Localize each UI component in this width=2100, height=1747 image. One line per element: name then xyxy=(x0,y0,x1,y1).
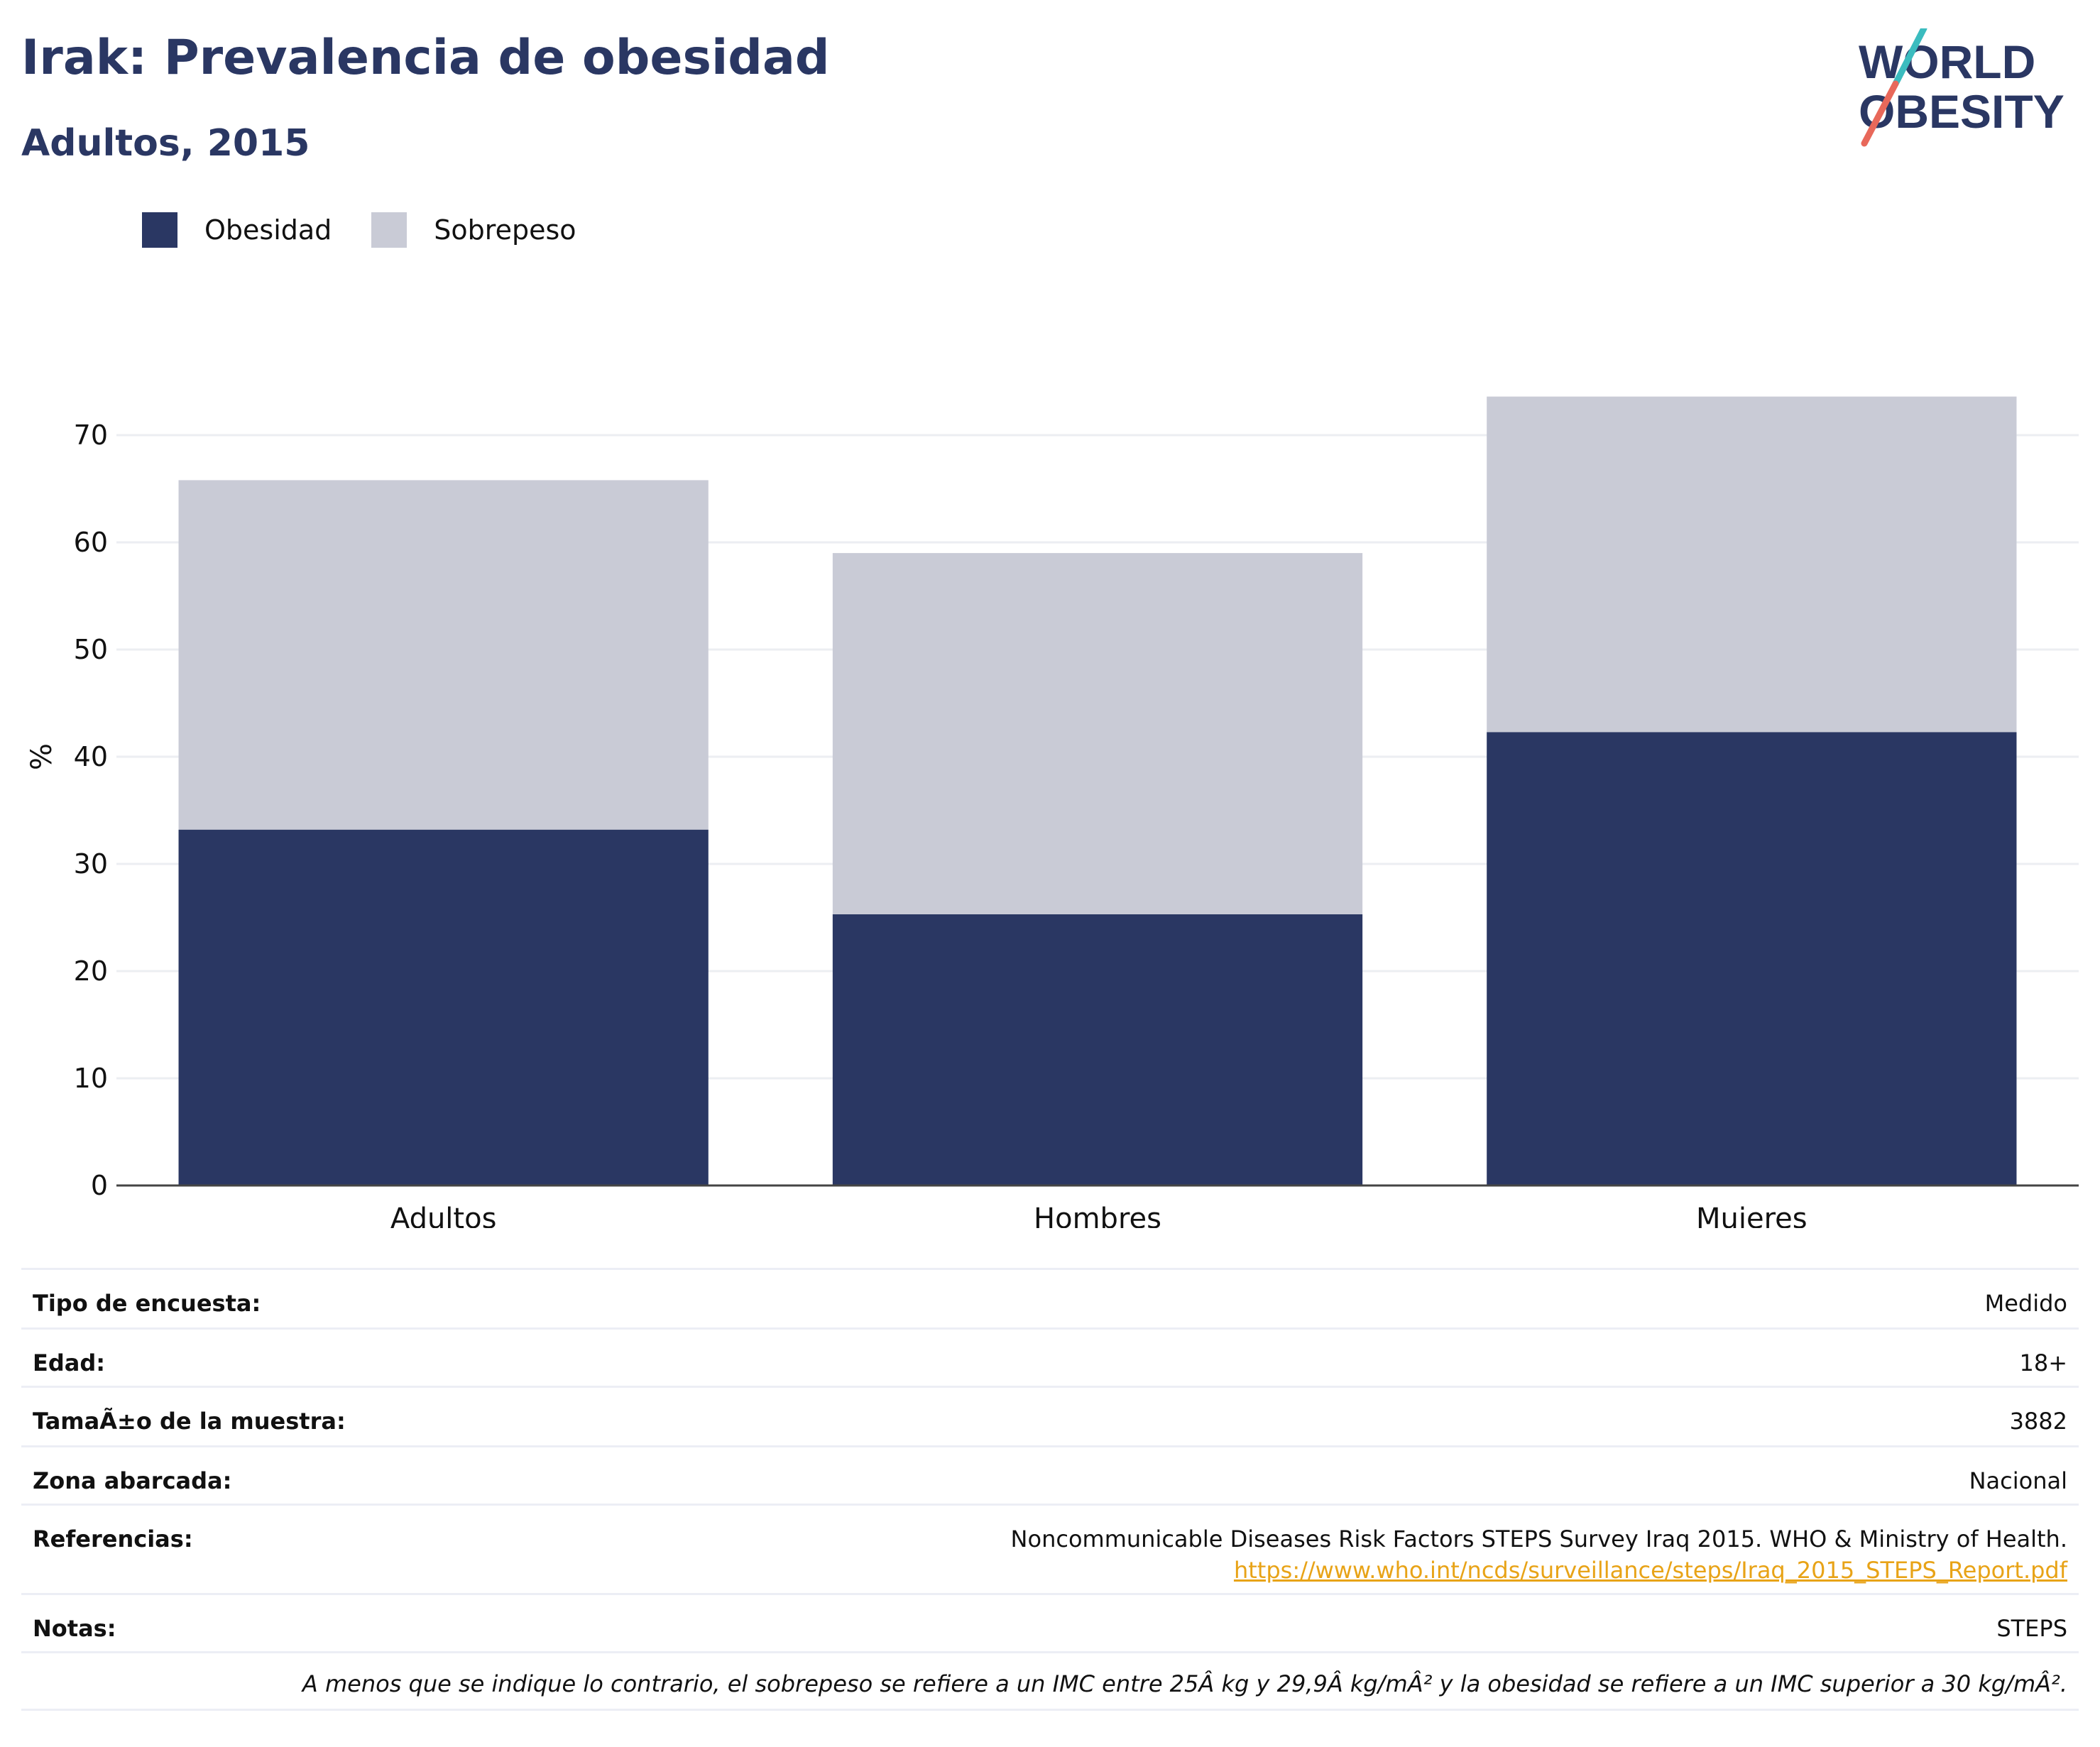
x-tick-label: Mujeres xyxy=(1696,1203,1808,1228)
info-value: Medido xyxy=(1984,1290,2067,1317)
info-row-area: Zona abarcada: Nacional xyxy=(21,1445,2079,1504)
info-label: Referencias: xyxy=(33,1526,193,1552)
info-label: Zona abarcada: xyxy=(33,1467,232,1494)
legend-item-obesity[interactable]: Obesidad xyxy=(142,212,332,248)
legend-swatch-obesity xyxy=(142,212,177,248)
references-text: Noncommunicable Diseases Risk Factors ST… xyxy=(1010,1526,2067,1552)
bar-obesity xyxy=(178,829,709,1185)
y-tick-label: 10 xyxy=(74,1063,108,1094)
info-value: STEPS xyxy=(1996,1615,2067,1642)
y-axis-label: % xyxy=(26,743,58,770)
legend-label-obesity: Obesidad xyxy=(204,214,332,246)
footnote: A menos que se indique lo contrario, el … xyxy=(21,1651,2079,1711)
bar-overweight xyxy=(178,480,709,830)
page-title: Irak: Prevalencia de obesidad xyxy=(21,30,830,86)
info-value: 18+ xyxy=(2019,1349,2067,1376)
info-value: Nacional xyxy=(1969,1467,2067,1494)
info-row-age: Edad: 18+ xyxy=(21,1327,2079,1386)
page-subtitle: Adultos, 2015 xyxy=(21,122,310,165)
x-tick-label: Hombres xyxy=(1034,1203,1161,1228)
stacked-bar-chart: 0 10 20 30 40 50 60 70% Adultos Hombres Mujeres xyxy=(26,396,2079,1228)
info-row-survey-type: Tipo de encuesta: Medido xyxy=(21,1268,2079,1327)
references-value: Noncommunicable Diseases Risk Factors ST… xyxy=(1011,1526,2067,1584)
y-tick-label: 0 xyxy=(91,1170,108,1201)
survey-info-table: Tipo de encuesta: Medido Edad: 18+ TamaÃ… xyxy=(21,1268,2079,1711)
y-tick-label: 70 xyxy=(74,420,108,451)
y-tick-label: 60 xyxy=(74,527,108,558)
bar-overweight xyxy=(1487,396,2017,733)
info-label: Tipo de encuesta: xyxy=(33,1290,261,1317)
info-row-references: Referencias: Noncommunicable Diseases Ri… xyxy=(21,1504,2079,1593)
info-label: Edad: xyxy=(33,1349,106,1376)
bar-obesity xyxy=(1487,732,2017,1185)
legend-item-overweight[interactable]: Sobrepeso xyxy=(371,212,576,248)
bar-overweight xyxy=(832,553,1363,914)
info-value: 3882 xyxy=(2009,1408,2067,1435)
chart-legend: Obesidad Sobrepeso xyxy=(142,212,616,248)
info-label: Notas: xyxy=(33,1615,116,1642)
info-label: TamaÃ±o de la muestra: xyxy=(33,1408,346,1435)
legend-swatch-overweight xyxy=(371,212,408,248)
y-tick-label: 50 xyxy=(74,634,108,665)
world-obesity-logo: WORLD OBESITY xyxy=(1859,28,2065,147)
svg-text:WORLD: WORLD xyxy=(1859,35,2035,88)
references-link[interactable]: https://www.who.int/ncds/surveillance/st… xyxy=(1233,1557,2067,1584)
legend-label-overweight: Sobrepeso xyxy=(434,214,576,246)
y-tick-label: 30 xyxy=(74,848,108,880)
info-row-sample-size: TamaÃ±o de la muestra: 3882 xyxy=(21,1386,2079,1445)
bar-obesity xyxy=(832,914,1363,1185)
x-tick-label: Adultos xyxy=(390,1203,497,1228)
y-tick-label: 40 xyxy=(74,741,108,772)
info-row-notes: Notas: STEPS xyxy=(21,1593,2079,1651)
y-tick-label: 20 xyxy=(74,955,108,987)
